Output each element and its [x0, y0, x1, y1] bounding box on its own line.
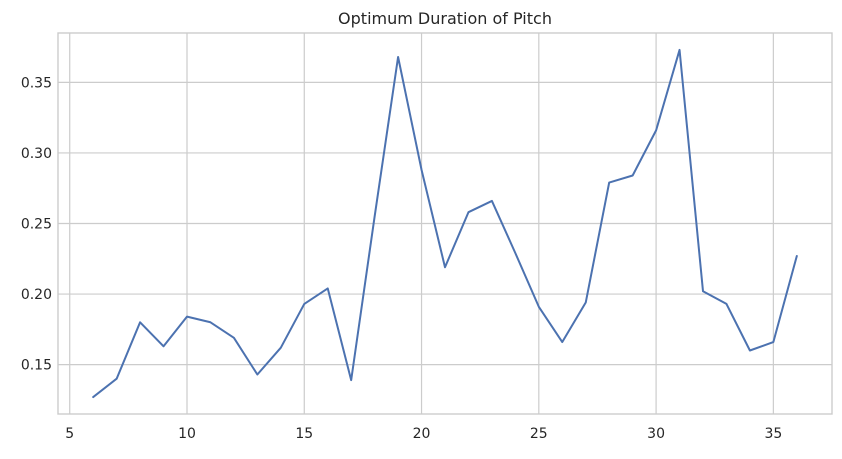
y-tick-label: 0.30 [21, 146, 52, 162]
x-tick-label: 10 [178, 426, 196, 442]
y-tick-label: 0.35 [21, 75, 52, 91]
y-tick-label: 0.20 [21, 287, 52, 303]
y-tick-label: 0.15 [21, 358, 52, 374]
grid [58, 33, 832, 414]
chart-title: Optimum Duration of Pitch [338, 9, 552, 28]
x-axis-ticks: 5 10 15 20 25 30 35 [65, 426, 782, 442]
y-axis-ticks: 0.15 0.20 0.25 0.30 0.35 [21, 75, 52, 373]
x-tick-label: 30 [647, 426, 665, 442]
x-tick-label: 25 [530, 426, 548, 442]
x-tick-label: 20 [413, 426, 431, 442]
x-tick-label: 5 [65, 426, 74, 442]
x-tick-label: 35 [764, 426, 782, 442]
x-tick-label: 15 [295, 426, 313, 442]
y-tick-label: 0.25 [21, 217, 52, 233]
